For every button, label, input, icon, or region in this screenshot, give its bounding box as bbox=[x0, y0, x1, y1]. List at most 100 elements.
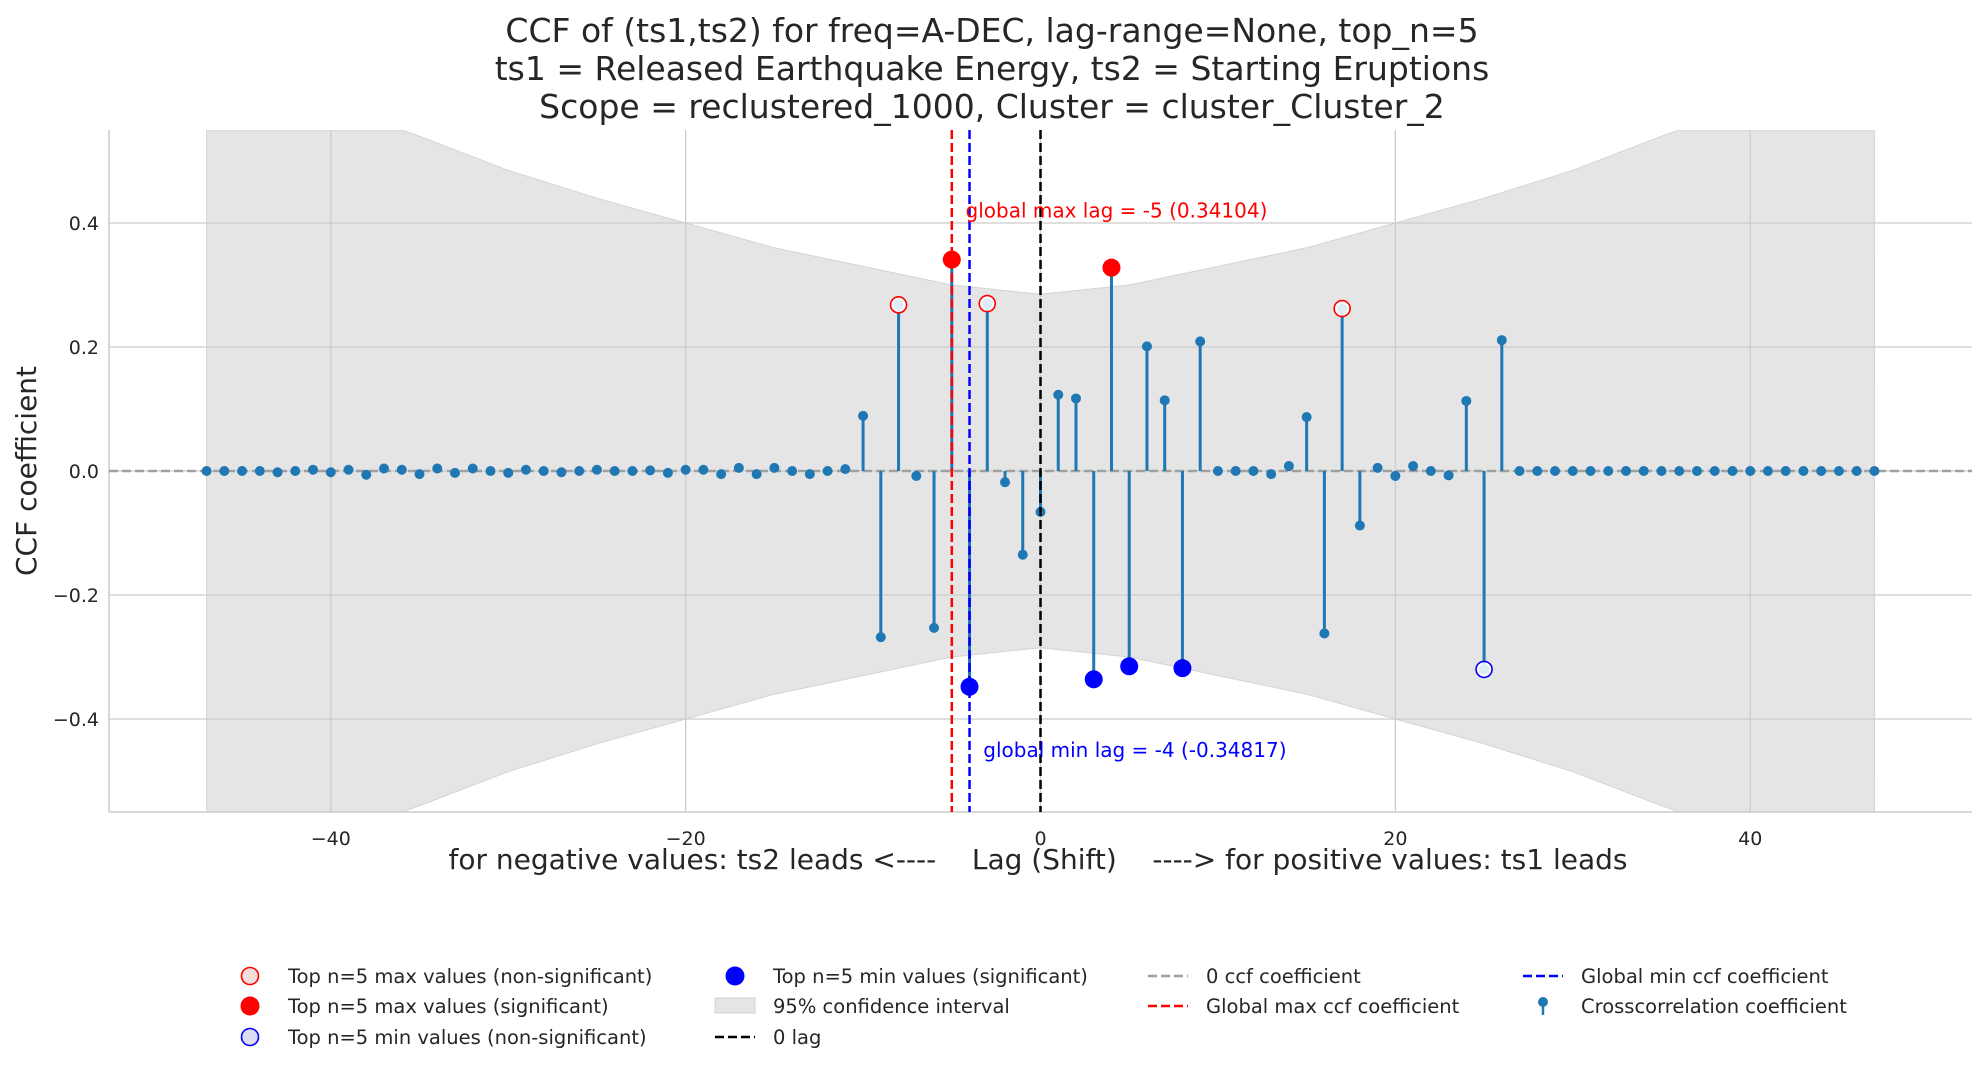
stem-marker-34 bbox=[1638, 466, 1649, 476]
annotation-1: global min lag = -4 (-0.34817) bbox=[983, 738, 1286, 762]
y-tick-label-2: 0.0 bbox=[69, 461, 99, 483]
legend-key-dot-blue bbox=[725, 966, 745, 986]
stem-marker-18 bbox=[1354, 520, 1365, 531]
stem-marker-23 bbox=[1443, 470, 1454, 481]
legend-label: Crosscorrelation coefficient bbox=[1581, 995, 1847, 1018]
stem-marker--21 bbox=[662, 467, 673, 478]
legend-label: Top n=5 max values (significant) bbox=[287, 995, 609, 1018]
stem-marker--33 bbox=[449, 467, 460, 478]
stem-marker-33 bbox=[1621, 466, 1632, 476]
legend-item-patch: 95% confidence interval bbox=[714, 995, 1010, 1018]
stem-marker-9 bbox=[1195, 336, 1206, 347]
stem-marker--14 bbox=[787, 466, 798, 476]
stem-marker--39 bbox=[343, 464, 354, 475]
x-tick-label-2: 0 bbox=[1034, 828, 1046, 850]
stem-marker-42 bbox=[1780, 466, 1791, 476]
stem-marker--7 bbox=[911, 470, 922, 481]
legend-key-patch bbox=[714, 997, 756, 1014]
stem-marker-29 bbox=[1550, 466, 1561, 476]
top-max-nonsignificant-marker-0 bbox=[889, 296, 908, 314]
y-axis-label: CCF coefficient bbox=[10, 366, 43, 576]
annotation-0: global max lag = -5 (0.34104) bbox=[966, 199, 1268, 223]
stem-marker-31 bbox=[1585, 466, 1596, 476]
top-max-nonsignificant-marker-2 bbox=[1333, 299, 1351, 318]
x-tick-label-1: −20 bbox=[666, 828, 706, 850]
y-tick-label-4: 0.4 bbox=[69, 213, 99, 235]
title-line-3: Scope = reclustered_1000, Cluster = clus… bbox=[539, 87, 1445, 126]
y-tick-label-1: −0.2 bbox=[53, 585, 99, 607]
top-min-significant-marker-0 bbox=[960, 677, 979, 696]
legend-key-stem-marker bbox=[1538, 997, 1548, 1007]
stem-marker-36 bbox=[1674, 466, 1685, 476]
stem-marker--44 bbox=[254, 466, 265, 476]
stem-marker--23 bbox=[627, 466, 638, 476]
legend-key-dot-red bbox=[240, 996, 260, 1016]
x-axis-label: for negative values: ts2 leads <---- Lag… bbox=[449, 843, 1628, 876]
stem-marker-7 bbox=[1159, 395, 1170, 406]
stem-marker-11 bbox=[1230, 466, 1241, 476]
top-n-markers bbox=[889, 250, 1493, 696]
legend: Top n=5 max values (non-significant) Top … bbox=[240, 965, 1847, 1049]
stem-marker-26 bbox=[1496, 335, 1507, 346]
top-max-significant-marker-0 bbox=[942, 250, 961, 269]
legend-label: Global max ccf coefficient bbox=[1206, 995, 1460, 1018]
stem-marker--46 bbox=[219, 466, 230, 476]
stem-marker-24 bbox=[1461, 395, 1472, 406]
stem-marker--27 bbox=[556, 467, 567, 478]
stem-marker-44 bbox=[1816, 466, 1827, 476]
legend-key-ring-blue bbox=[240, 1027, 260, 1047]
stem-marker--42 bbox=[290, 466, 301, 476]
stem-marker--26 bbox=[574, 466, 585, 476]
y-tick-label-3: 0.2 bbox=[69, 337, 99, 359]
legend-item-dash-red: Global max ccf coefficient bbox=[1148, 995, 1460, 1018]
stem-marker--18 bbox=[716, 469, 727, 480]
stem-marker-46 bbox=[1851, 466, 1862, 476]
stem-marker--34 bbox=[432, 463, 443, 474]
stem-marker--10 bbox=[858, 410, 869, 421]
legend-label: Top n=5 min values (non-significant) bbox=[287, 1026, 647, 1049]
chart-title: CCF of (ts1,ts2) for freq=A-DEC, lag-ran… bbox=[495, 11, 1490, 126]
top-max-nonsignificant-marker-1 bbox=[978, 294, 997, 313]
top-min-significant-marker-2 bbox=[1120, 657, 1139, 676]
stem-marker--35 bbox=[414, 469, 425, 480]
stem-marker--29 bbox=[520, 464, 531, 475]
stem-marker-15 bbox=[1301, 412, 1312, 423]
stem-marker-22 bbox=[1425, 466, 1436, 476]
legend-label: Top n=5 max values (non-significant) bbox=[287, 965, 652, 988]
stem-marker--38 bbox=[361, 469, 372, 480]
legend-item-dot-red: Top n=5 max values (significant) bbox=[240, 995, 609, 1018]
stem-marker-2 bbox=[1070, 393, 1081, 404]
stem-marker-38 bbox=[1709, 466, 1720, 476]
stem-marker--15 bbox=[769, 462, 780, 473]
stem-marker--20 bbox=[680, 464, 691, 475]
legend-item-dash-gray: 0 ccf coefficient bbox=[1148, 965, 1361, 988]
stem-marker-12 bbox=[1248, 466, 1259, 476]
x-tick-label-0: −40 bbox=[311, 828, 351, 850]
plot-area: −40 −20 0 20 40 −0.4 −0.2 0.0 0.2 0.4 global max l… bbox=[53, 130, 1972, 850]
top-min-significant-marker-3 bbox=[1173, 659, 1192, 678]
stem-marker-19 bbox=[1372, 462, 1383, 473]
legend-item-dash-black: 0 lag bbox=[715, 1026, 821, 1049]
legend-item-ring-blue: Top n=5 min values (non-significant) bbox=[240, 1026, 647, 1049]
top-max-significant-marker-1 bbox=[1102, 258, 1121, 277]
stem-series bbox=[201, 254, 1880, 692]
stem-marker-47 bbox=[1869, 466, 1880, 476]
stem-marker-14 bbox=[1283, 461, 1294, 472]
stem-marker-16 bbox=[1319, 628, 1330, 639]
stem-marker--22 bbox=[645, 465, 656, 476]
stem-marker-6 bbox=[1141, 341, 1152, 352]
title-line-1: CCF of (ts1,ts2) for freq=A-DEC, lag-ran… bbox=[505, 11, 1478, 50]
stem-marker--40 bbox=[325, 467, 336, 478]
stem-marker-21 bbox=[1408, 461, 1419, 472]
y-tick-label-0: −0.4 bbox=[53, 709, 99, 731]
top-min-nonsignificant-marker-0 bbox=[1475, 660, 1493, 679]
stem-marker--24 bbox=[609, 466, 620, 476]
stem-marker--2 bbox=[1000, 477, 1011, 488]
stem-marker-27 bbox=[1514, 466, 1525, 476]
stem-marker-10 bbox=[1212, 466, 1223, 476]
stem-marker--9 bbox=[875, 632, 886, 643]
stem-marker--43 bbox=[272, 467, 283, 478]
stem-marker--13 bbox=[804, 469, 815, 480]
legend-label: 0 ccf coefficient bbox=[1206, 965, 1361, 988]
